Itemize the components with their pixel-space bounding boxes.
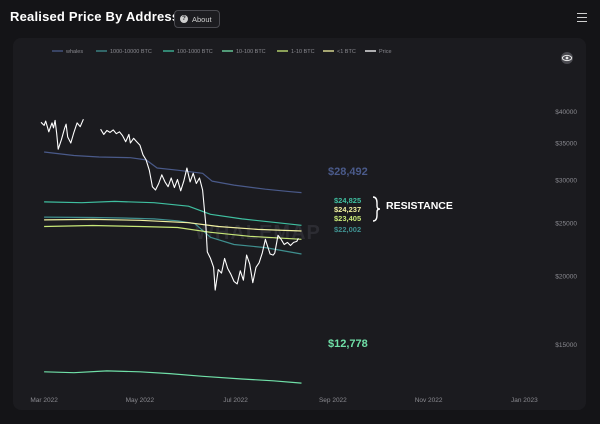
end-label-1-10-btc: $23,405	[334, 214, 361, 223]
axes: $40000 $35000 $30000 $25000 $20000 $15000 Mar …	[30, 109, 577, 404]
about-button[interactable]: ? About	[174, 10, 220, 28]
series-line-price-2	[100, 128, 299, 291]
resistance-label: RESISTANCE	[386, 200, 453, 212]
x-tick-label: Nov 2022	[415, 397, 443, 404]
header: Realised Price By Address ? About	[0, 0, 600, 36]
question-icon: ?	[180, 15, 188, 23]
series-line-1-10-btc	[44, 224, 302, 240]
legend-label-whales: whales	[65, 49, 83, 55]
end-labels: $28,492 $22,002 $24,825 $12,778 $23,405$24,2…	[328, 166, 368, 350]
series-line-lt1-btc	[44, 218, 302, 232]
x-tick-label: May 2022	[126, 397, 155, 404]
x-tick-label: Mar 2022	[30, 397, 58, 404]
legend-label-price: Price	[379, 49, 392, 55]
end-label-100-1000-btc: $24,825	[334, 196, 361, 205]
end-label-whales: $28,492	[328, 166, 368, 178]
eye-icon[interactable]	[559, 51, 575, 64]
legend-label-lt1-btc: <1 BTC	[337, 49, 356, 55]
x-tick-label: Jul 2022	[223, 397, 248, 404]
page-title: Realised Price By Address	[10, 9, 180, 24]
legend-label-1-10-btc: 1-10 BTC	[291, 49, 315, 55]
resistance-brace	[372, 196, 381, 222]
legend: whales 1000-10000 BTC 100-1000 BTC 10-100 B…	[52, 49, 392, 55]
y-tick-label: $30000	[555, 177, 577, 184]
y-tick-label: $25000	[555, 221, 577, 228]
legend-label-10-100-btc: 10-100 BTC	[236, 49, 266, 55]
y-tick-label: $15000	[555, 342, 577, 349]
x-tick-label: Sep 2022	[319, 397, 347, 404]
series-line-price-1	[40, 118, 84, 150]
end-label-10-100-btc: $12,778	[328, 338, 368, 350]
series-line-whales	[44, 151, 302, 194]
series-line-10-100-btc	[44, 370, 302, 384]
hamburger-menu-icon[interactable]	[577, 13, 587, 22]
y-tick-label: $40000	[555, 109, 577, 116]
y-tick-label: $35000	[555, 141, 577, 148]
end-label-lt1-btc: $24,237	[334, 205, 361, 214]
x-tick-label: Jan 2023	[511, 397, 538, 404]
about-label: About	[192, 14, 212, 24]
end-label-1000-10000-btc: $22,002	[334, 225, 361, 234]
legend-label-1000-10000-btc: 1000-10000 BTC	[110, 49, 152, 55]
series-layer	[40, 118, 302, 384]
legend-label-100-1000-btc: 100-1000 BTC	[177, 49, 213, 55]
chart-panel	[13, 38, 586, 410]
series-line-100-1000-btc	[44, 200, 302, 226]
y-tick-label: $20000	[555, 274, 577, 281]
